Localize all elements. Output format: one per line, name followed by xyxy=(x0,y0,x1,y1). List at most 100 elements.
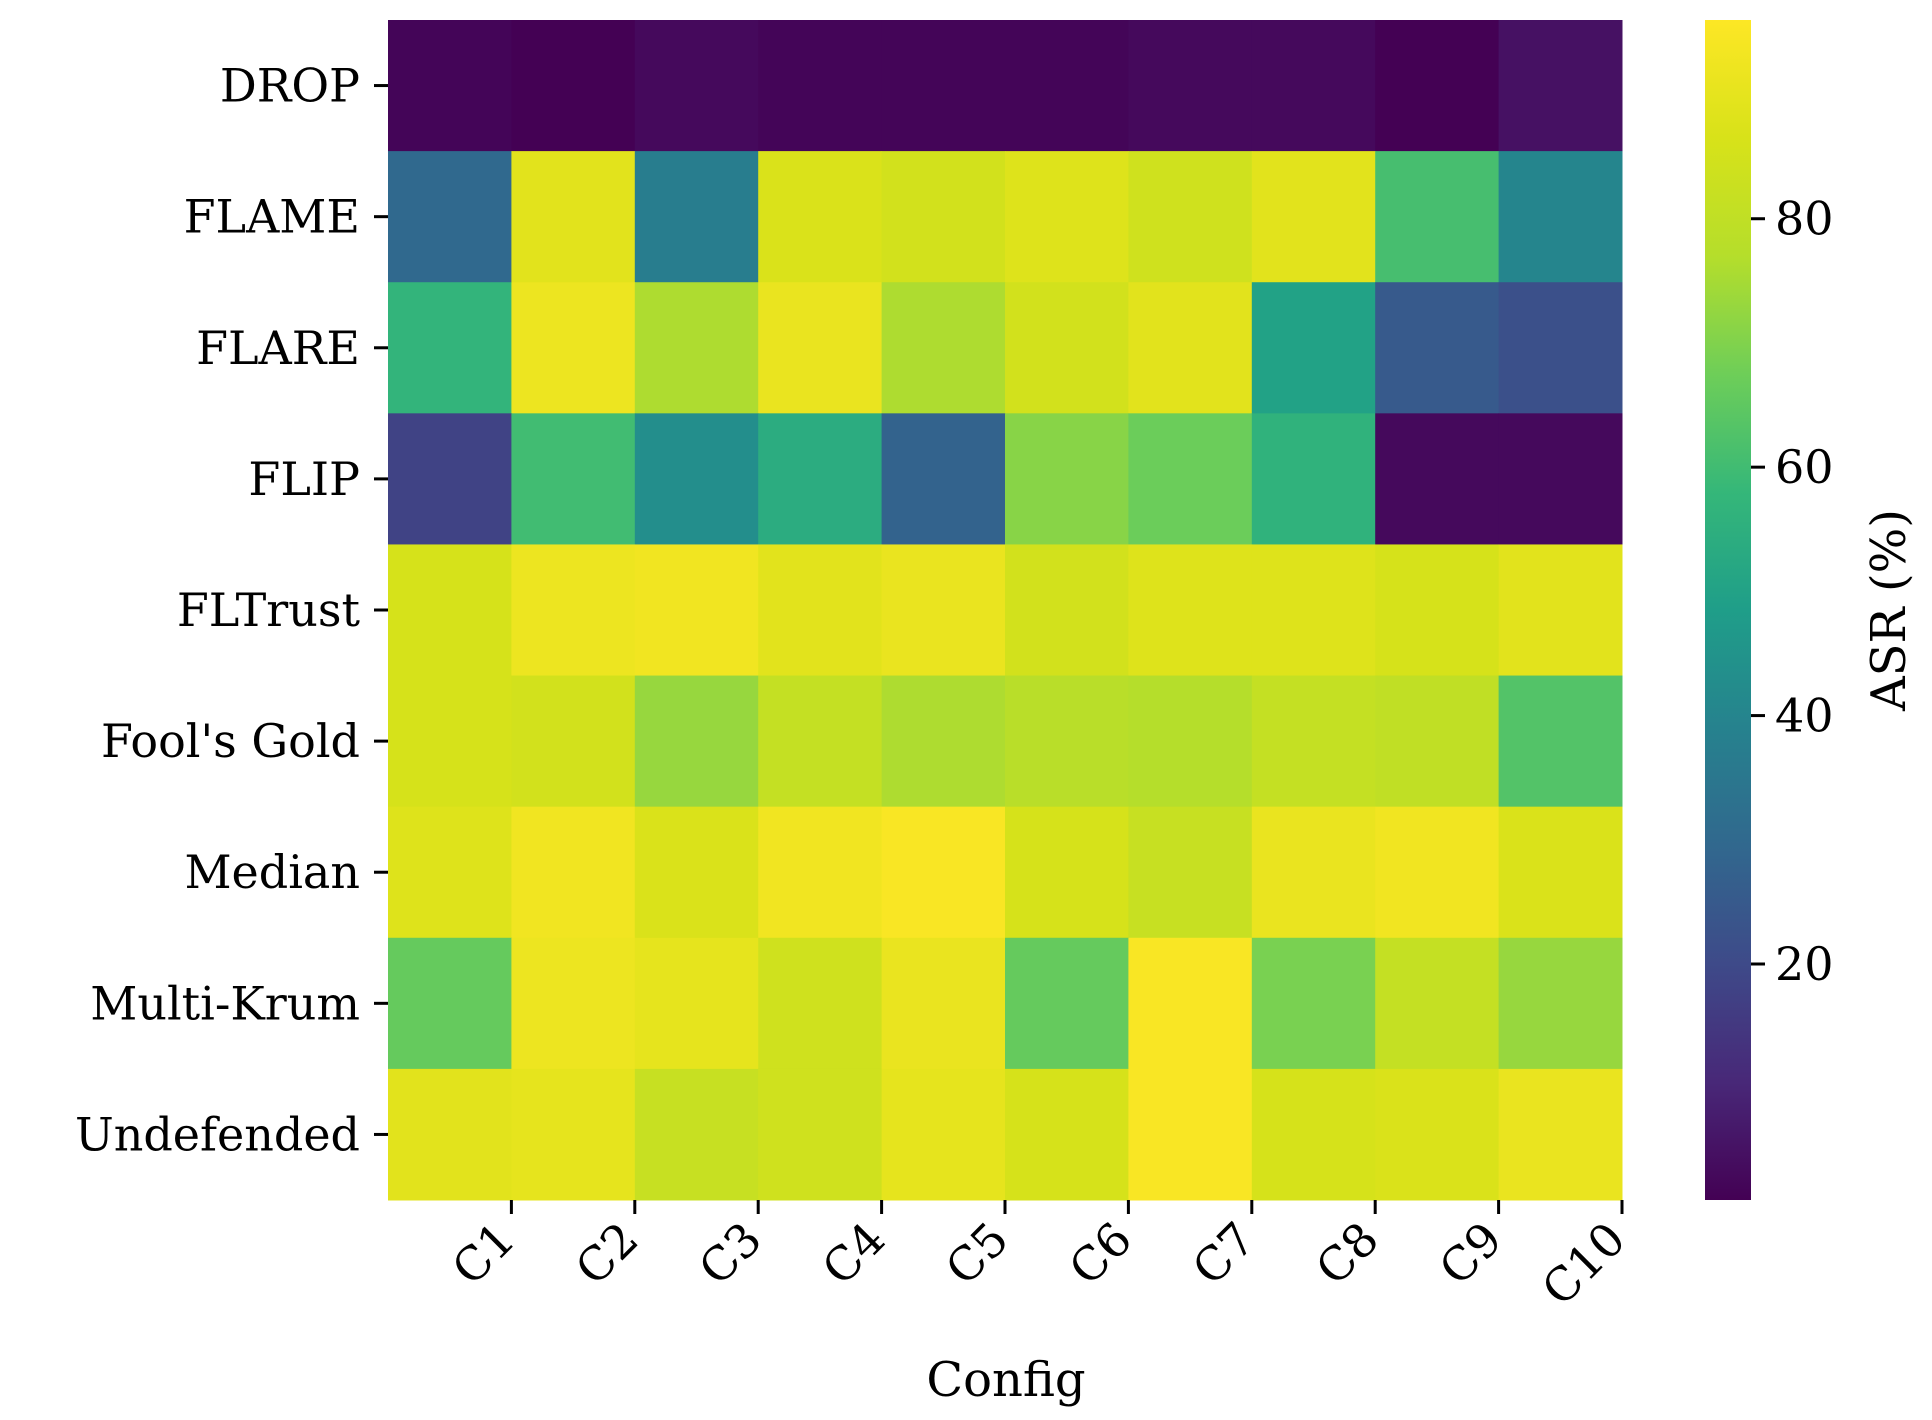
heatmap-cell xyxy=(634,544,759,677)
y-tick-label: FLARE xyxy=(196,321,360,375)
heatmap-cell xyxy=(388,806,512,939)
heatmap-cell xyxy=(1498,675,1623,808)
y-tick-label: FLTrust xyxy=(177,583,361,637)
heatmap-cell xyxy=(1251,413,1376,545)
heatmap-cell xyxy=(634,937,759,1070)
heatmap-cell xyxy=(1498,806,1623,939)
heatmap-cell xyxy=(1251,544,1376,677)
heatmap-cell xyxy=(634,151,759,283)
heatmap-cell xyxy=(881,544,1006,677)
heatmap-cell xyxy=(1005,675,1129,808)
colorbar-tick-label: 20 xyxy=(1775,937,1834,991)
heatmap-cell xyxy=(388,1068,512,1201)
heatmap-cell xyxy=(1005,151,1129,283)
heatmap-cell xyxy=(511,20,636,152)
y-axis: DROP FLAME FLARE FLIP FLTrust Fool's Gold Medi… xyxy=(75,59,388,1161)
heatmap-cell xyxy=(1251,806,1376,939)
heatmap-cell xyxy=(1005,1068,1129,1201)
heatmap-cell xyxy=(1251,1068,1376,1201)
heatmap-cell xyxy=(1498,544,1623,677)
heatmap-cells xyxy=(388,20,1623,1201)
heatmap-cell xyxy=(1128,1068,1253,1201)
x-tick-label: C8 xyxy=(1305,1212,1389,1296)
heatmap-cell xyxy=(1128,413,1253,545)
colorbar-tick-label: 60 xyxy=(1775,440,1834,494)
heatmap-cell xyxy=(1128,151,1253,283)
y-tick-label: Undefended xyxy=(75,1107,360,1161)
heatmap-cell xyxy=(758,937,883,1070)
heatmap-cell xyxy=(388,282,512,414)
heatmap-cell xyxy=(1128,20,1253,152)
heatmap-cell xyxy=(1005,282,1129,414)
heatmap-cell xyxy=(1005,544,1129,677)
heatmap-cell xyxy=(1375,20,1500,152)
heatmap-cell xyxy=(881,1068,1006,1201)
heatmap-cell xyxy=(511,1068,636,1201)
heatmap-cell xyxy=(758,1068,883,1201)
x-tick-label: C6 xyxy=(1058,1212,1142,1296)
heatmap-cell xyxy=(1128,937,1253,1070)
heatmap-cell xyxy=(511,806,636,939)
heatmap-cell xyxy=(511,544,636,677)
heatmap-cell xyxy=(881,282,1006,414)
y-tick-label: Fool's Gold xyxy=(101,714,360,768)
heatmap-cell xyxy=(634,282,759,414)
x-tick-label: C4 xyxy=(812,1212,896,1296)
heatmap-cell xyxy=(1128,806,1253,939)
heatmap-cell xyxy=(1498,413,1623,545)
y-tick-label: DROP xyxy=(220,59,360,113)
x-tick-label: C5 xyxy=(935,1212,1019,1296)
x-tick-label: C3 xyxy=(688,1212,772,1296)
x-tick-label: C10 xyxy=(1531,1212,1635,1316)
x-tick-label: C9 xyxy=(1429,1212,1513,1296)
heatmap-cell xyxy=(511,151,636,283)
heatmap-cell xyxy=(511,937,636,1070)
heatmap-cell xyxy=(1375,675,1500,808)
heatmap-cell xyxy=(758,806,883,939)
heatmap-cell xyxy=(1128,282,1253,414)
heatmap-cell xyxy=(511,413,636,545)
colorbar: 20 40 60 80 ASR (%) xyxy=(1705,20,1917,1200)
heatmap-cell xyxy=(634,413,759,545)
heatmap-cell xyxy=(881,937,1006,1070)
heatmap-cell xyxy=(388,937,512,1070)
heatmap-cell xyxy=(1498,20,1623,152)
heatmap-cell xyxy=(881,20,1006,152)
x-axis: C1 C2 C3 C4 C5 C6 C7 C8 C9 C10 xyxy=(441,1200,1636,1316)
heatmap-cell xyxy=(1005,937,1129,1070)
heatmap-cell xyxy=(1375,151,1500,283)
heatmap-cell xyxy=(1251,20,1376,152)
heatmap-cell xyxy=(1128,675,1253,808)
heatmap-cell xyxy=(634,20,759,152)
heatmap-cell xyxy=(511,675,636,808)
colorbar-tick-label: 80 xyxy=(1775,192,1834,246)
heatmap-cell xyxy=(758,282,883,414)
heatmap-cell xyxy=(1005,413,1129,545)
heatmap-cell xyxy=(1375,413,1500,545)
heatmap-cell xyxy=(1005,20,1129,152)
heatmap-cell xyxy=(1251,282,1376,414)
heatmap-cell xyxy=(1498,937,1623,1070)
heatmap-cell xyxy=(388,20,512,152)
heatmap-cell xyxy=(1375,806,1500,939)
heatmap-cell xyxy=(388,675,512,808)
heatmap-cell xyxy=(1375,282,1500,414)
heatmap-cell xyxy=(881,675,1006,808)
heatmap-cell xyxy=(388,413,512,545)
colorbar-gradient xyxy=(1705,20,1751,1200)
heatmap-cell xyxy=(388,544,512,677)
heatmap-cell xyxy=(758,151,883,283)
heatmap-cell xyxy=(1498,1068,1623,1201)
heatmap-cell xyxy=(1251,675,1376,808)
heatmap-cell xyxy=(881,413,1006,545)
heatmap-cell xyxy=(634,675,759,808)
heatmap-cell xyxy=(758,20,883,152)
y-tick-label: FLAME xyxy=(184,190,360,244)
heatmap-cell xyxy=(758,413,883,545)
colorbar-tick-label: 40 xyxy=(1775,689,1834,743)
heatmap-cell xyxy=(1251,151,1376,283)
y-tick-label: Median xyxy=(184,845,360,899)
heatmap-cell xyxy=(758,544,883,677)
heatmap-cell xyxy=(634,806,759,939)
